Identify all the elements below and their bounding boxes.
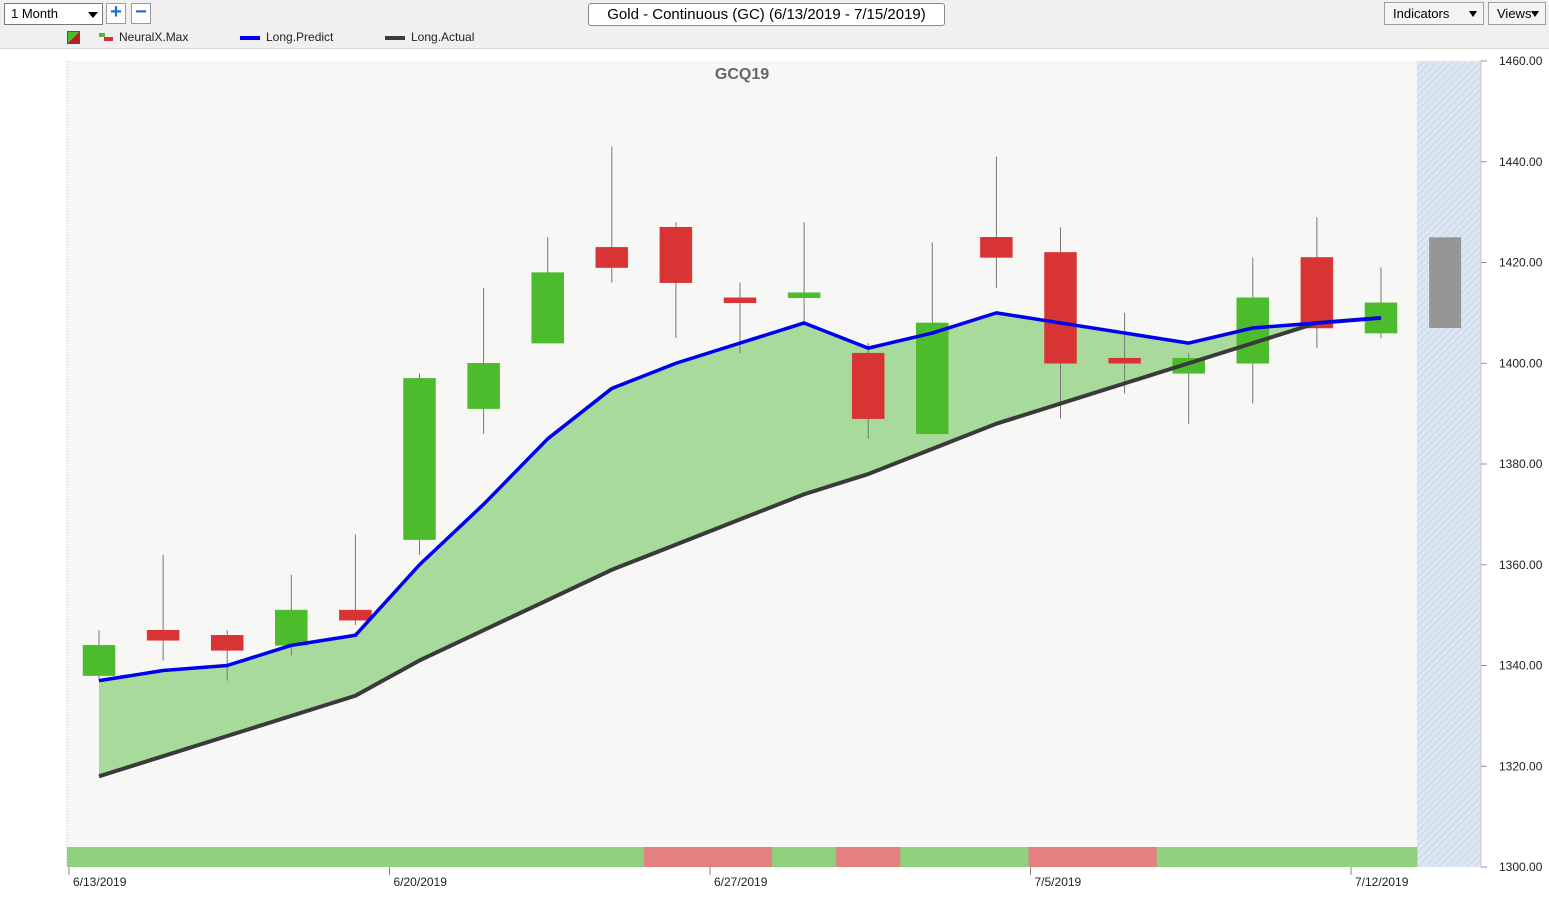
x-tick-label: 6/20/2019 [394, 875, 448, 889]
signal-band-segment [1092, 847, 1158, 867]
zoom-in-button[interactable]: + [106, 2, 126, 24]
chevron-down-icon [1469, 11, 1477, 17]
legend-bar [0, 28, 1549, 49]
candle-body [82, 645, 116, 676]
x-tick-label: 6/13/2019 [73, 875, 127, 889]
candle-body [787, 292, 821, 299]
signal-band-segment [67, 847, 132, 867]
signal-band-segment [195, 847, 260, 867]
signal-band-segment [515, 847, 581, 867]
forecast-zone [1417, 61, 1481, 867]
y-tick-label: 1440.00 [1499, 155, 1543, 169]
chart-symbol-title: GCQ19 [715, 66, 769, 83]
views-label: Views [1497, 6, 1532, 21]
y-tick-label: 1320.00 [1499, 759, 1543, 773]
candle-body [980, 237, 1013, 258]
signal-band-segment [1220, 847, 1286, 867]
signal-band-segment [643, 847, 709, 867]
period-select-value: 1 Month [11, 6, 58, 21]
candle-body [531, 272, 564, 344]
signal-band-segment [1284, 847, 1350, 867]
indicators-button[interactable]: Indicators [1384, 2, 1484, 25]
y-tick-label: 1300.00 [1499, 860, 1543, 874]
candle-body [467, 363, 500, 409]
legend-long-actual-label: Long.Actual [411, 30, 475, 44]
y-tick-label: 1340.00 [1499, 659, 1543, 673]
long-predict-line [98, 311, 1382, 683]
candle-body [723, 297, 757, 304]
long-actual-legend-swatch [385, 36, 405, 40]
candle-body [403, 378, 436, 540]
candle-body [275, 609, 308, 646]
chevron-down-icon [1531, 11, 1539, 17]
chart-title: Gold - Continuous (GC) (6/13/2019 - 7/15… [607, 6, 926, 23]
x-tick-label: 7/5/2019 [1035, 875, 1082, 889]
signal-band-segment [259, 847, 324, 867]
y-tick-label: 1380.00 [1499, 457, 1543, 471]
long-actual-line [98, 315, 1382, 779]
candle-body [659, 226, 693, 283]
signal-band-segment [131, 847, 196, 867]
candle-body [1044, 252, 1077, 364]
candle-body [1108, 357, 1141, 364]
x-tick-label: 7/12/2019 [1355, 875, 1409, 889]
signal-band-segment [579, 847, 645, 867]
signal-band-segment [451, 847, 517, 867]
neuralx-legend-icon [99, 33, 113, 41]
y-tick-label: 1400.00 [1499, 356, 1543, 370]
zoom-out-button[interactable]: − [131, 2, 151, 24]
legend-neuralx-label: NeuralX.Max [119, 30, 189, 44]
y-tick-label: 1360.00 [1499, 558, 1543, 572]
candle-body [595, 247, 629, 268]
signal-band-segment [323, 847, 388, 867]
signal-band-segment [707, 847, 773, 867]
signal-band-segment [1156, 847, 1222, 867]
chevron-down-icon [88, 12, 98, 18]
indicators-label: Indicators [1393, 6, 1450, 21]
candle-body [851, 352, 885, 419]
candle-body [339, 609, 372, 621]
y-tick-label: 1460.00 [1499, 54, 1543, 68]
views-button[interactable]: Views [1488, 2, 1546, 25]
signal-band-segment [1028, 847, 1094, 867]
signal-band-segment [836, 847, 901, 867]
signal-band-segment [964, 847, 1029, 867]
period-select[interactable]: 1 Month [4, 3, 103, 25]
long-predict-legend-swatch [240, 36, 260, 40]
candle-body [1300, 257, 1334, 329]
candle-body [210, 635, 244, 651]
candle-legend-icon [67, 31, 80, 44]
signal-band-segment [772, 847, 837, 867]
y-tick-label: 1420.00 [1499, 256, 1543, 270]
x-tick-label: 6/27/2019 [714, 875, 768, 889]
candle-body [146, 629, 180, 641]
signal-band-segment [1348, 847, 1418, 867]
signal-band-segment [387, 847, 453, 867]
chart-title-box: Gold - Continuous (GC) (6/13/2019 - 7/15… [588, 3, 945, 26]
forecast-bar [1429, 237, 1462, 328]
signal-band-segment [900, 847, 965, 867]
candle-body [916, 322, 949, 435]
legend-long-predict-label: Long.Predict [266, 30, 334, 44]
